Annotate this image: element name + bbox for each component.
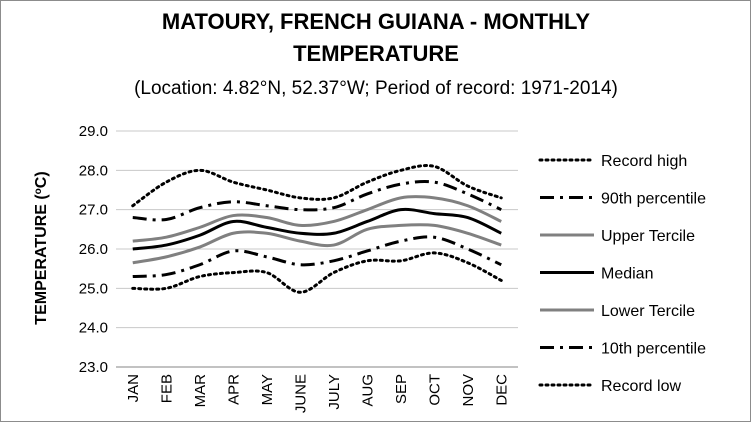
x-tick-label: OCT — [426, 374, 443, 406]
x-tick-label: FEB — [158, 374, 175, 403]
legend-label: Lower Tercile — [601, 303, 695, 320]
chart-title-line-1: MATOURY, FRENCH GUIANA - MONTHLY — [161, 9, 591, 34]
series-line-5 — [132, 235, 502, 279]
x-tick-label: JAN — [125, 374, 142, 402]
series-line-1 — [132, 179, 502, 222]
chart-subtitle: (Location: 4.82°N, 52.37°W; Period of re… — [134, 78, 618, 99]
x-tick-label: MAY — [259, 374, 276, 405]
y-axis-label: TEMPERATURE (oC) — [33, 171, 51, 324]
legend-label: 90th percentile — [601, 191, 706, 208]
y-tick-label: 28.0 — [79, 162, 108, 179]
x-tick-label: NOV — [460, 374, 477, 407]
legend: Record high 90th percentile Upper Tercile M… — [538, 153, 706, 395]
series-line-0 — [131, 164, 503, 208]
series-lines — [131, 164, 503, 294]
y-tick-label: 25.0 — [79, 280, 108, 297]
y-tick-label: 24.0 — [79, 320, 108, 337]
x-tick-label: MAR — [192, 374, 209, 408]
y-axis-label-degree: o — [33, 188, 44, 194]
legend-label: Record high — [601, 153, 687, 170]
y-tick-label: 27.0 — [79, 202, 108, 219]
series-line-4 — [132, 223, 502, 265]
x-axis-ticks: JAN FEB MAR APR MAY JUNE JULY AUG SEP OCT NOV DEC — [125, 374, 511, 413]
y-tick-label: 26.0 — [79, 241, 108, 258]
x-tick-label: DEC — [493, 374, 510, 406]
y-axis-ticks: 23.0 24.0 25.0 26.0 27.0 28.0 29.0 — [79, 123, 108, 376]
chart-title-line-2: TEMPERATURE — [293, 41, 459, 66]
series-line-6 — [131, 251, 503, 294]
x-tick-label: APR — [225, 374, 242, 405]
x-tick-label: AUG — [359, 374, 376, 407]
series-line-2 — [132, 195, 502, 243]
y-tick-label: 29.0 — [79, 123, 108, 140]
x-tick-label: JULY — [326, 374, 343, 410]
legend-label: 10th percentile — [601, 341, 706, 358]
legend-label: Median — [601, 266, 653, 283]
series-line-3 — [132, 207, 502, 251]
y-axis-label-unit: C) — [33, 171, 50, 188]
legend-label: Upper Tercile — [601, 228, 695, 245]
y-axis-label-main: TEMPERATURE ( — [33, 194, 50, 325]
x-tick-label: SEP — [393, 374, 410, 404]
y-tick-label: 23.0 — [79, 359, 108, 376]
legend-label: Record low — [601, 378, 681, 395]
x-tick-label: JUNE — [292, 374, 309, 413]
gridlines — [116, 130, 518, 368]
